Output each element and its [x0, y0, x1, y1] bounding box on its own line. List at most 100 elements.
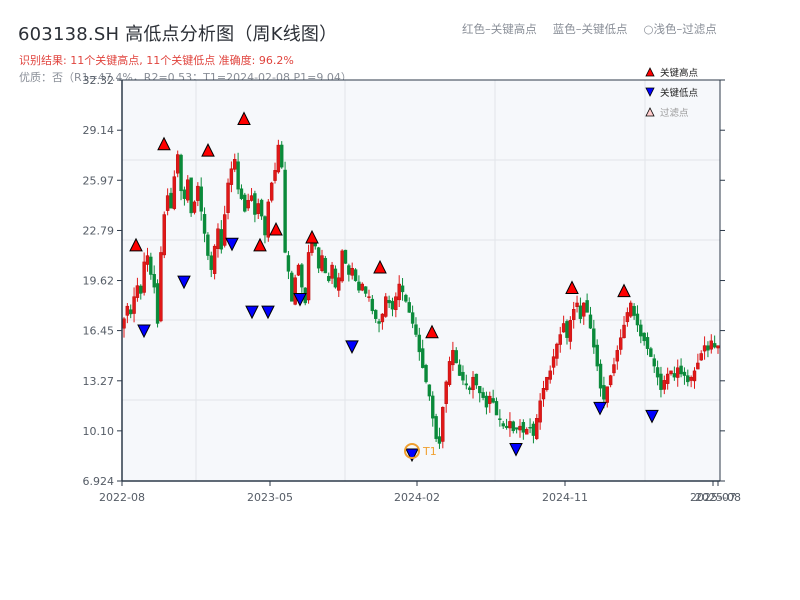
candle-up	[249, 195, 254, 201]
candle-up	[337, 277, 341, 291]
candle-up	[555, 343, 559, 359]
candle-down	[129, 309, 133, 315]
candle-up	[612, 364, 616, 374]
candle-up	[233, 159, 237, 170]
candle-up	[142, 261, 146, 293]
candle-up	[340, 250, 344, 282]
candle-down	[149, 256, 153, 275]
candle-up	[451, 350, 455, 366]
candle-up	[380, 313, 385, 323]
candle-up	[582, 302, 586, 317]
key-high-marker	[425, 324, 439, 339]
candle-up	[165, 195, 170, 211]
candle-down	[243, 194, 247, 212]
candle-down	[236, 161, 240, 190]
candle-down	[578, 305, 583, 319]
candle-down	[390, 300, 395, 310]
key-low-marker	[225, 237, 239, 252]
plot-area	[122, 80, 720, 481]
candle-up	[568, 320, 573, 342]
triangle-up-light-icon	[645, 107, 655, 117]
candle-up	[273, 170, 277, 181]
color-key-light: ○浅色–过滤点	[643, 22, 717, 36]
candle-down	[353, 269, 358, 282]
key-low-marker	[261, 305, 275, 320]
candle-down	[343, 249, 348, 264]
candle-down	[427, 384, 432, 397]
candle-up	[196, 185, 200, 201]
candle-down	[202, 214, 207, 234]
triangle-down-icon	[645, 87, 655, 97]
candle-up	[525, 429, 529, 435]
candle-down	[494, 401, 499, 416]
candle-up	[266, 201, 271, 238]
candle-up	[622, 324, 626, 339]
candle-down	[642, 332, 646, 342]
color-key-red: 红色–关键高点	[462, 22, 537, 36]
candle-up	[548, 370, 552, 380]
candle-down	[189, 177, 193, 214]
candle-down	[706, 345, 710, 351]
key-low-marker	[245, 305, 259, 320]
candle-up	[135, 285, 140, 298]
candle-up	[625, 312, 630, 323]
candle-down	[649, 348, 653, 357]
key-high-marker	[373, 259, 387, 274]
candle-up	[320, 255, 324, 271]
candle-up	[360, 283, 364, 291]
candle-up	[571, 309, 576, 320]
candle-down	[400, 285, 405, 293]
candle-up	[397, 283, 401, 301]
candle-down	[501, 423, 505, 427]
candle-down	[645, 337, 650, 349]
candle-up	[662, 380, 667, 390]
candle-up	[162, 214, 166, 256]
candle-down	[592, 328, 596, 348]
candle-down	[454, 350, 458, 364]
key-high-marker	[617, 283, 631, 298]
candle-up	[212, 245, 217, 274]
candle-up	[293, 277, 297, 305]
candle-up	[296, 264, 301, 276]
candle-down	[602, 385, 606, 400]
candle-down	[632, 306, 636, 316]
candle-up	[306, 252, 311, 301]
candle-down	[206, 234, 210, 256]
candle-down	[323, 257, 328, 274]
candle-up	[488, 395, 492, 404]
candle-up	[545, 376, 549, 390]
key-low-marker	[645, 409, 659, 424]
key-high-marker	[269, 221, 283, 236]
candle-down	[484, 395, 489, 408]
candle-down	[474, 373, 479, 386]
legend-label: 关键低点	[660, 87, 699, 99]
candle-down	[179, 154, 183, 192]
candle-up	[535, 418, 539, 439]
y-tick-label: 29.14	[83, 124, 115, 137]
candle-up	[447, 361, 452, 385]
candle-up	[216, 228, 220, 249]
candle-down	[431, 395, 435, 419]
key-low-marker	[177, 275, 191, 290]
key-high-marker	[253, 237, 267, 252]
triangle-up-icon	[645, 67, 655, 77]
x-tick-label: 2024-11	[542, 491, 588, 504]
key-low-marker	[293, 292, 307, 307]
candle-up	[692, 370, 697, 382]
t1-label: T1	[422, 445, 437, 458]
candle-up	[615, 350, 620, 362]
candle-down	[595, 344, 599, 367]
candle-down	[280, 144, 284, 168]
key-low-marker	[509, 442, 523, 457]
legend-label: 关键高点	[660, 67, 699, 79]
candle-up	[269, 182, 274, 201]
candle-up	[145, 255, 150, 265]
y-tick-label: 22.79	[83, 224, 115, 237]
candle-down	[424, 365, 428, 383]
candle-down	[387, 300, 391, 304]
candle-up	[575, 302, 579, 307]
candle-up	[669, 370, 673, 375]
candle-up	[441, 406, 445, 442]
candle-down	[152, 274, 156, 288]
